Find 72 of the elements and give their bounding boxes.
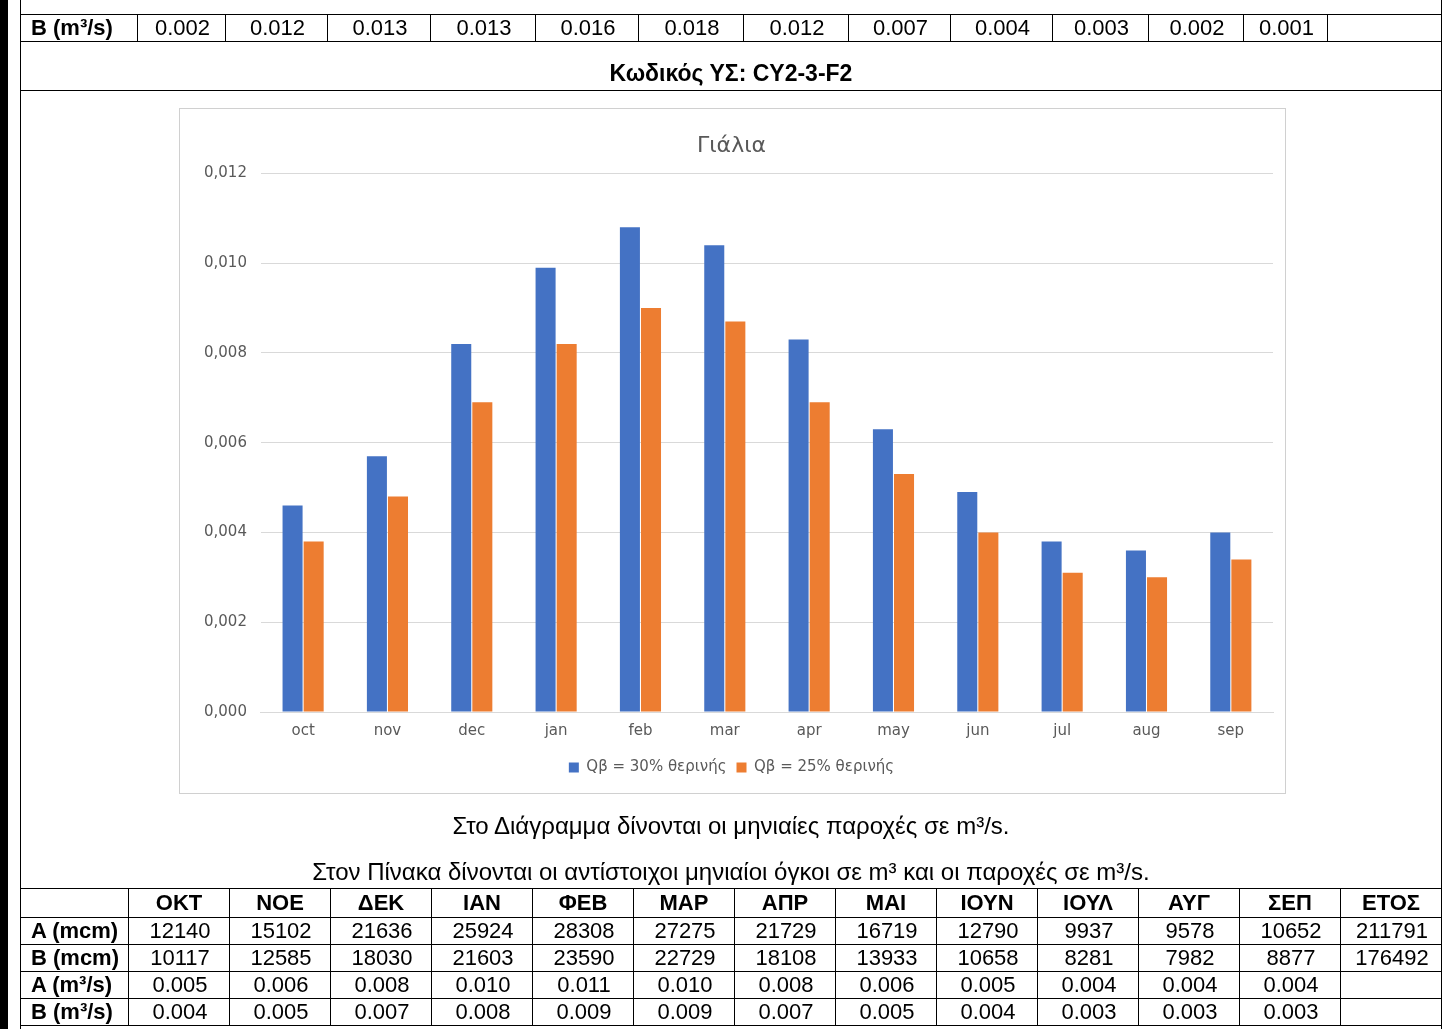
category-label: ΟΚΤ bbox=[128, 888, 230, 918]
bar bbox=[451, 343, 472, 712]
bar bbox=[303, 541, 324, 712]
category-label: ΑΠΡ bbox=[734, 888, 836, 918]
x-tick-label: nov bbox=[373, 720, 402, 739]
y-tick-label: 0,000 bbox=[203, 701, 247, 720]
category-label: ΑΥΓ bbox=[1138, 888, 1240, 918]
x-tick-label: apr bbox=[796, 720, 823, 739]
category-label: ΣΕΠ bbox=[1239, 888, 1341, 918]
bar bbox=[1041, 541, 1062, 712]
x-tick-label: jan bbox=[543, 720, 568, 739]
bar bbox=[704, 245, 725, 712]
legend-label: Qβ = 25% θερινής bbox=[754, 757, 895, 776]
text: 0.004 0.005 0.007 0.008 0.009 0.009 0.007 0.005 0.004 0.003 0.003 0.003 bbox=[152, 999, 1319, 1024]
category-label: ΜΑΙ bbox=[835, 888, 937, 918]
bar bbox=[1210, 532, 1231, 712]
category-label: ΙΑΝ bbox=[431, 888, 533, 918]
category-label: A (m³/s) bbox=[31, 972, 113, 997]
category-label: ΔΕΚ bbox=[330, 888, 432, 918]
category-label: B (m³/s) bbox=[31, 999, 113, 1024]
x-tick-label: mar bbox=[709, 720, 741, 739]
y-tick-label: 0,004 bbox=[203, 522, 247, 541]
text: 0.005 0.006 0.008 0.010 0.011 0.010 0.008 0.006 0.005 0.004 0.004 0.004 bbox=[152, 972, 1319, 997]
text: Στον Πίνακα δίνονται οι αντίστοιχοι μηνιαίοι όγκοι σε m³ και οι παροχές σε m³/s. bbox=[311, 858, 1151, 886]
y-tick-label: 0,008 bbox=[203, 342, 247, 361]
category-label: B (mcm) bbox=[31, 945, 120, 970]
bar bbox=[472, 402, 493, 712]
category-label: ΝΟΕ bbox=[229, 888, 331, 918]
bar bbox=[872, 429, 893, 712]
x-tick-label: jun bbox=[965, 720, 990, 739]
bar bbox=[1147, 577, 1168, 712]
category-label: ΙΟΥΝ bbox=[936, 888, 1038, 918]
bar bbox=[640, 308, 662, 712]
bar bbox=[387, 496, 409, 712]
bar bbox=[556, 343, 577, 712]
category-label: A (mcm) bbox=[31, 918, 119, 943]
text: Κωδικός ΥΣ: CY2-3-F2 bbox=[20, 42, 1442, 91]
text: 12140 15102 21636 25924 28308 27275 21729 16719 12790 9937 9578 10652 211791 bbox=[149, 918, 1428, 943]
bar bbox=[619, 227, 640, 712]
bar bbox=[1125, 550, 1146, 712]
bar bbox=[957, 492, 978, 712]
y-tick-label: 0,002 bbox=[203, 612, 247, 631]
bar bbox=[366, 456, 387, 712]
x-tick-label: may bbox=[877, 720, 910, 739]
category-label: ΦΕΒ bbox=[532, 888, 634, 918]
x-tick-label: feb bbox=[628, 720, 653, 739]
chart-title: Γιάλια bbox=[696, 131, 767, 157]
text: 0.002 0.012 0.013 0.013 0.016 0.018 0.012 0.007 0.004 0.003 0.002 0.001 bbox=[154, 15, 1315, 40]
x-tick-label: jul bbox=[1052, 720, 1072, 739]
bar bbox=[1062, 572, 1083, 712]
x-tick-label: dec bbox=[458, 720, 486, 739]
legend-label: Qβ = 30% θερινής bbox=[586, 757, 727, 776]
bar bbox=[788, 339, 809, 712]
y-tick-label: 0,006 bbox=[203, 432, 247, 451]
x-tick-label: aug bbox=[1132, 720, 1161, 739]
y-tick-label: 0,012 bbox=[203, 163, 247, 182]
bar bbox=[894, 474, 915, 712]
category-label: ΕΤΟΣ bbox=[1340, 888, 1442, 918]
text: Στο Διάγραμμα δίνονται οι μηνιαίες παροχές σε m³/s. bbox=[451, 812, 1011, 840]
bar bbox=[978, 532, 999, 712]
text: 10117 12585 18030 21603 23590 22729 18108 13933 10658 8281 7982 8877 176492 bbox=[150, 945, 1429, 970]
bar bbox=[282, 505, 303, 712]
bar bbox=[809, 402, 830, 712]
y-tick-label: 0,010 bbox=[203, 253, 247, 272]
category-label: B (m³/s) bbox=[31, 15, 113, 40]
x-tick-label: sep bbox=[1217, 720, 1245, 739]
bar bbox=[1231, 559, 1252, 712]
bar bbox=[535, 267, 556, 712]
x-tick-label: oct bbox=[291, 720, 315, 739]
category-label: ΙΟΥΛ bbox=[1037, 888, 1139, 918]
category-label: ΜΑΡ bbox=[633, 888, 735, 918]
bar bbox=[725, 321, 746, 712]
